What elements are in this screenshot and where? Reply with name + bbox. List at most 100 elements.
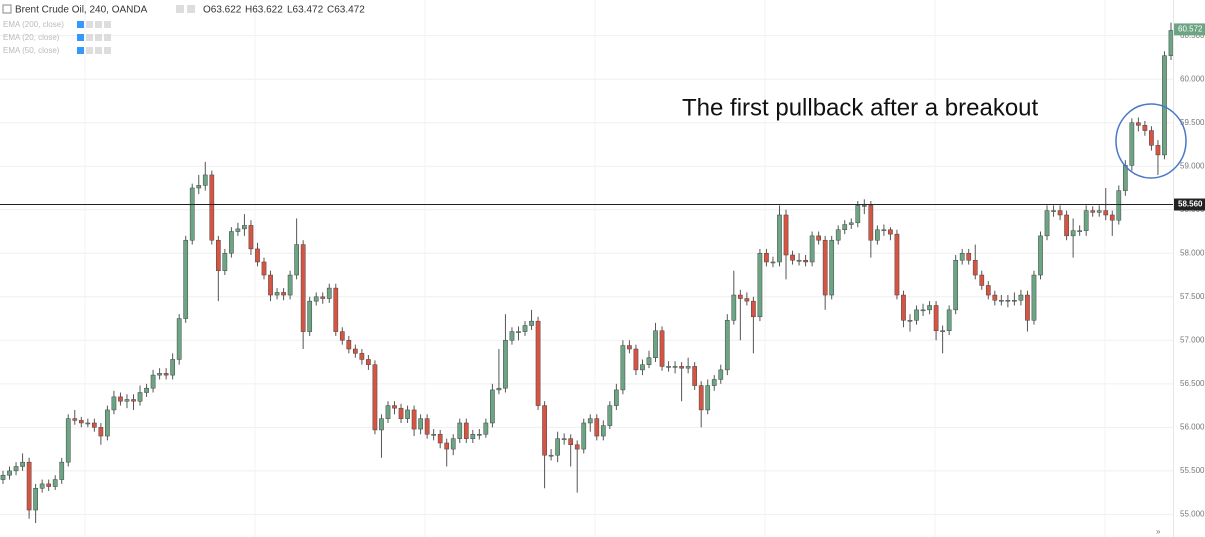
indicator-icon[interactable] — [104, 21, 111, 28]
candle-body — [72, 418, 78, 421]
y-tick-label: 57.500 — [1180, 292, 1205, 301]
candle-body — [1064, 214, 1069, 237]
candle-body — [646, 357, 652, 365]
candle-body — [1070, 230, 1076, 237]
candle-body — [366, 359, 371, 365]
indicator-icon[interactable] — [77, 34, 84, 41]
candle-body — [672, 366, 678, 368]
candle-body — [751, 300, 756, 318]
indicator-icon[interactable] — [86, 47, 93, 54]
candle-body — [372, 364, 378, 431]
candle-body — [868, 205, 874, 241]
y-tick-label: 55.000 — [1180, 509, 1205, 518]
candle-body — [600, 425, 606, 437]
candle-body — [594, 418, 600, 437]
candle-body — [1142, 125, 1148, 131]
candle-body — [52, 479, 58, 487]
candle-body — [287, 274, 293, 296]
indicator-label: EMA (20, close) — [3, 33, 60, 42]
indicator-icon[interactable] — [77, 21, 84, 28]
icon[interactable] — [187, 5, 195, 13]
candle-body — [242, 225, 247, 230]
candles — [0, 22, 1174, 524]
candle-body — [1051, 210, 1056, 212]
candle-body — [777, 214, 782, 263]
indicator-icon[interactable] — [86, 21, 93, 28]
candle-body — [503, 340, 508, 389]
indicator-icon[interactable] — [95, 34, 102, 41]
candle-body — [385, 405, 391, 419]
candle-body — [496, 387, 502, 391]
candle-body — [666, 366, 671, 368]
candle-body — [92, 422, 97, 428]
symbol: Brent Crude Oil, 240, OANDA — [15, 5, 148, 16]
candle-body — [607, 405, 613, 426]
indicator-icon[interactable] — [104, 47, 111, 54]
candle-body — [248, 225, 254, 250]
collapse-icon[interactable] — [2, 4, 12, 14]
candle-body — [685, 366, 691, 369]
candle-body — [816, 235, 821, 241]
candle-body — [959, 253, 965, 261]
candle-body — [1149, 130, 1154, 146]
candle-body — [163, 373, 169, 376]
ohlc-low: L63.472 — [287, 5, 324, 16]
candle-body — [542, 405, 547, 456]
candle-body — [124, 399, 130, 402]
candle-body — [659, 330, 665, 367]
candle-body — [972, 259, 978, 276]
candle-body — [1083, 210, 1089, 231]
candle-body — [20, 461, 25, 467]
indicator-label: EMA (200, close) — [3, 20, 64, 29]
candle-body — [1057, 210, 1063, 216]
candle-body — [888, 229, 893, 235]
icon[interactable] — [176, 5, 184, 13]
candle-body — [933, 305, 939, 331]
candle-body — [144, 387, 149, 393]
candle-body — [437, 434, 443, 444]
candle-body — [1090, 210, 1096, 213]
candle-body — [1038, 235, 1043, 276]
indicator-icon[interactable] — [95, 21, 102, 28]
candle-body — [78, 420, 84, 424]
indicator-icon[interactable] — [86, 34, 93, 41]
candle-body — [1005, 300, 1011, 302]
candle-body — [33, 488, 38, 511]
indicator-icon[interactable] — [77, 47, 84, 54]
candle-body — [1077, 230, 1082, 232]
candle-body — [927, 305, 932, 311]
candle-body — [431, 434, 437, 436]
candle-body — [979, 274, 985, 286]
candle-body — [490, 389, 495, 424]
price-label: 60.572 — [1178, 25, 1203, 34]
candle-body — [418, 418, 423, 430]
candle-body — [568, 438, 574, 445]
candle-body — [829, 239, 835, 296]
candle-body — [946, 309, 952, 331]
candle-body — [1162, 55, 1167, 156]
candle-body — [85, 422, 91, 425]
price-tag — [1174, 23, 1205, 36]
ohlc-close: C63.472 — [327, 5, 365, 16]
candle-body — [731, 294, 737, 321]
indicator-icon[interactable] — [95, 47, 102, 54]
candle-body — [548, 454, 554, 457]
candle-body — [131, 399, 136, 402]
candle-body — [313, 296, 319, 302]
y-tick-label: 56.000 — [1180, 422, 1205, 431]
indicator-icon[interactable] — [104, 34, 111, 41]
candle-body — [1012, 300, 1017, 302]
candle-body — [848, 222, 854, 225]
scroll-icon[interactable]: » — [1156, 527, 1161, 536]
candle-body — [1031, 274, 1037, 321]
candle-body — [333, 287, 339, 332]
candle-body — [215, 239, 221, 271]
candle-body — [1044, 210, 1050, 237]
candle-body — [39, 483, 45, 489]
candle-body — [737, 294, 743, 299]
candle-body — [470, 434, 476, 439]
candle-body — [522, 325, 528, 332]
candle-body — [711, 379, 717, 386]
candle-body — [718, 369, 724, 380]
candle-body — [46, 483, 52, 487]
